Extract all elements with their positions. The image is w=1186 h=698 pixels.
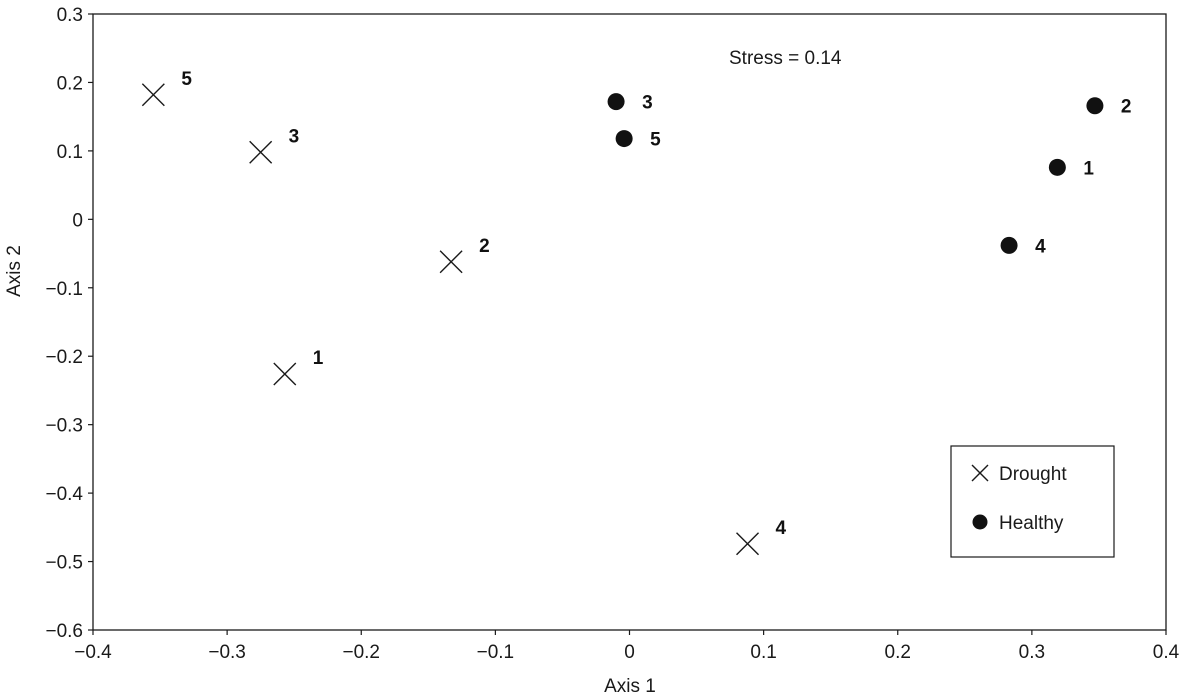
x-tick-label: −0.1 xyxy=(477,642,515,663)
y-tick-label: −0.3 xyxy=(45,416,83,437)
y-tick-label: 0 xyxy=(72,210,83,231)
legend-drought-marker xyxy=(971,464,989,482)
healthy-point-label: 5 xyxy=(650,130,661,151)
x-tick-label: −0.2 xyxy=(342,642,380,663)
drought-point-label: 2 xyxy=(479,236,490,257)
healthy-point xyxy=(1048,158,1066,176)
y-tick-label: 0.1 xyxy=(57,142,83,163)
drought-point-label: 1 xyxy=(313,348,324,369)
legend: Drought Healthy xyxy=(950,445,1115,558)
drought-point xyxy=(141,83,165,107)
legend-healthy-label: Healthy xyxy=(999,513,1064,534)
healthy-point xyxy=(607,93,625,111)
legend-drought-label: Drought xyxy=(999,464,1067,485)
x-tick-label: 0 xyxy=(624,642,635,663)
drought-point xyxy=(736,532,760,556)
y-tick-label: 0.2 xyxy=(57,73,83,94)
healthy-point xyxy=(1000,236,1018,254)
y-tick-label: −0.4 xyxy=(45,484,83,505)
data-marks: 1 2 3 4 5 1 2 3 4 5 xyxy=(141,69,1132,556)
y-tick-label: −0.1 xyxy=(45,279,83,300)
drought-point-label: 3 xyxy=(289,126,300,147)
legend-healthy-marker xyxy=(972,514,988,530)
y-axis-ticks: 0.3 0.2 0.1 0 −0.1 −0.2 −0.3 −0.4 −0.5 −0.6 xyxy=(45,5,93,642)
y-tick-label: −0.5 xyxy=(45,553,83,574)
y-tick-label: −0.6 xyxy=(45,621,83,642)
y-tick-label: 0.3 xyxy=(57,5,83,26)
drought-point xyxy=(273,362,297,386)
healthy-point-label: 1 xyxy=(1083,158,1094,179)
x-tick-label: 0.2 xyxy=(885,642,911,663)
healthy-point xyxy=(615,130,633,148)
x-tick-label: −0.4 xyxy=(74,642,112,663)
x-tick-label: 0.3 xyxy=(1019,642,1045,663)
x-tick-label: −0.3 xyxy=(208,642,246,663)
drought-point xyxy=(249,140,273,164)
y-tick-label: −0.2 xyxy=(45,347,83,368)
x-tick-label: 0.4 xyxy=(1153,642,1180,663)
drought-point-label: 4 xyxy=(776,518,787,539)
healthy-point xyxy=(1086,97,1104,115)
stress-annotation: Stress = 0.14 xyxy=(729,48,842,69)
drought-point xyxy=(439,250,463,274)
healthy-point-label: 2 xyxy=(1121,97,1132,118)
x-tick-label: 0.1 xyxy=(750,642,776,663)
healthy-point-label: 4 xyxy=(1035,236,1046,257)
legend-box xyxy=(950,445,1115,558)
x-axis-title: Axis 1 xyxy=(604,676,656,697)
drought-point-label: 5 xyxy=(181,69,192,90)
healthy-point-label: 3 xyxy=(642,93,653,114)
x-axis-ticks: −0.4 −0.3 −0.2 −0.1 0 0.1 0.2 0.3 0.4 xyxy=(74,630,1180,663)
y-axis-title: Axis 2 xyxy=(4,245,25,297)
